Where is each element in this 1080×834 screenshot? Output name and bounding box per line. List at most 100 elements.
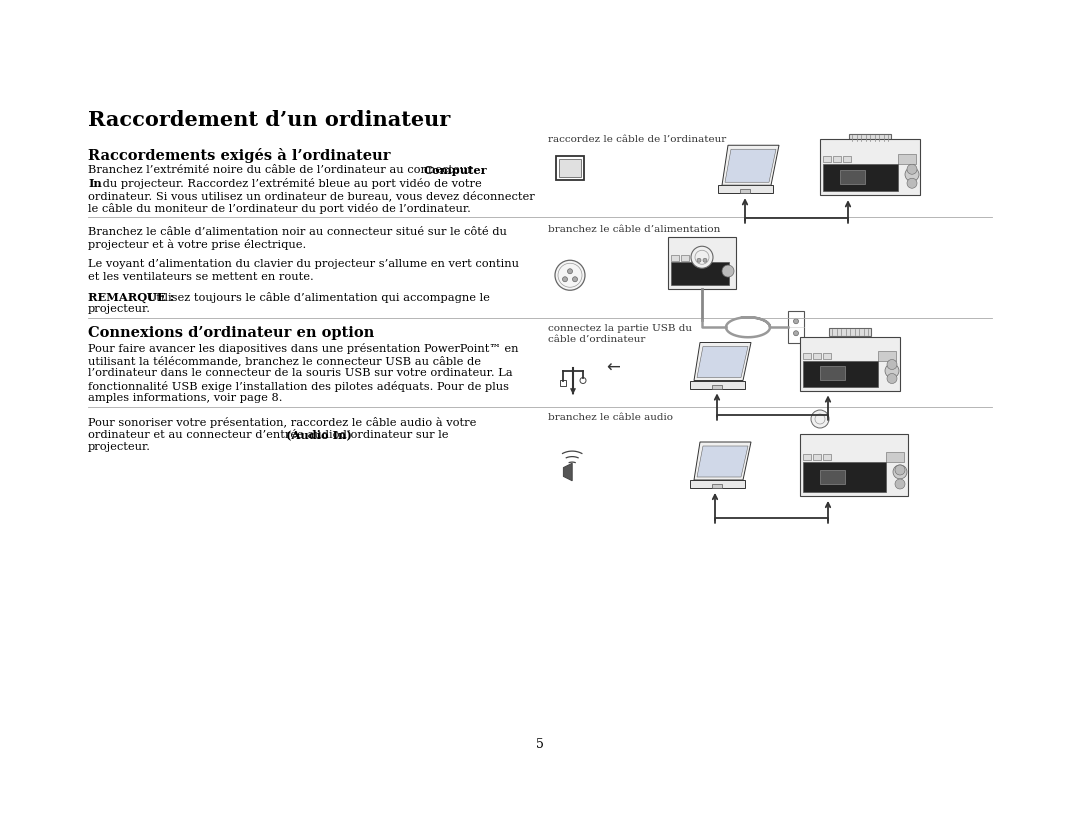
- Bar: [804, 462, 886, 492]
- Circle shape: [723, 265, 734, 277]
- Circle shape: [907, 164, 917, 174]
- Circle shape: [558, 264, 582, 287]
- Circle shape: [885, 364, 899, 378]
- Polygon shape: [723, 145, 779, 185]
- Bar: [671, 262, 729, 285]
- Text: amples informations, voir page 8.: amples informations, voir page 8.: [87, 393, 283, 403]
- Text: ←: ←: [606, 359, 620, 376]
- Circle shape: [887, 374, 897, 384]
- Bar: [559, 159, 581, 178]
- Text: connectez la partie USB du: connectez la partie USB du: [548, 324, 692, 333]
- Circle shape: [895, 465, 905, 475]
- Polygon shape: [697, 346, 748, 378]
- Polygon shape: [694, 442, 751, 480]
- Bar: [740, 189, 750, 193]
- Bar: [820, 139, 920, 195]
- Text: utilisant la télécommande, branchez le connecteur USB au câble de: utilisant la télécommande, branchez le c…: [87, 355, 481, 366]
- Bar: [829, 328, 870, 336]
- Circle shape: [794, 331, 798, 336]
- Bar: [823, 353, 831, 359]
- Bar: [813, 353, 821, 359]
- Bar: [788, 311, 804, 344]
- Text: ordinateur. Si vous utilisez un ordinateur de bureau, vous devez déconnecter: ordinateur. Si vous utilisez un ordinate…: [87, 190, 535, 201]
- Circle shape: [895, 479, 905, 489]
- Circle shape: [572, 277, 578, 282]
- Text: branchez le câble d’alimentation: branchez le câble d’alimentation: [548, 224, 720, 234]
- Text: et les ventilateurs se mettent en route.: et les ventilateurs se mettent en route.: [87, 272, 314, 282]
- Bar: [690, 480, 745, 488]
- Text: Utilisez toujours le câble d’alimentation qui accompagne le: Utilisez toujours le câble d’alimentatio…: [143, 292, 490, 303]
- Bar: [849, 134, 891, 142]
- Bar: [820, 365, 845, 379]
- Bar: [886, 452, 904, 462]
- Bar: [561, 379, 566, 385]
- Circle shape: [907, 178, 917, 188]
- Text: Branchez l’extrémité noire du câble de l’ordinateur au connecteur: Branchez l’extrémité noire du câble de l…: [87, 165, 476, 175]
- Text: REMARQUE :: REMARQUE :: [87, 292, 174, 303]
- Text: Computer: Computer: [424, 165, 488, 176]
- Circle shape: [563, 277, 567, 282]
- Bar: [813, 454, 821, 460]
- Circle shape: [580, 378, 586, 384]
- Bar: [804, 360, 878, 386]
- Circle shape: [893, 465, 907, 479]
- Circle shape: [555, 260, 585, 290]
- Circle shape: [567, 269, 572, 274]
- Text: Le voyant d’alimentation du clavier du projecteur s’allume en vert continu: Le voyant d’alimentation du clavier du p…: [87, 259, 519, 269]
- Bar: [843, 157, 851, 163]
- Bar: [669, 237, 735, 289]
- Text: raccordez le câble de l’ordinateur: raccordez le câble de l’ordinateur: [548, 135, 726, 144]
- Bar: [690, 380, 745, 389]
- Polygon shape: [694, 343, 751, 380]
- Bar: [718, 185, 773, 193]
- Circle shape: [697, 259, 701, 262]
- Bar: [691, 254, 699, 261]
- Text: du projecteur. Raccordez l’extrémité bleue au port vidéo de votre: du projecteur. Raccordez l’extrémité ble…: [99, 178, 482, 188]
- Text: Connexions d’ordinateur en option: Connexions d’ordinateur en option: [87, 326, 375, 340]
- Bar: [800, 336, 900, 390]
- Text: projecteur.: projecteur.: [87, 304, 151, 314]
- Bar: [878, 351, 896, 361]
- Text: ordinateur et au connecteur d’entrée audio: ordinateur et au connecteur d’entrée aud…: [87, 430, 343, 440]
- Text: Raccordements exigés à l’ordinateur: Raccordements exigés à l’ordinateur: [87, 148, 391, 163]
- Text: (Audio In): (Audio In): [286, 430, 352, 440]
- Circle shape: [887, 359, 897, 369]
- Bar: [804, 353, 811, 359]
- Text: Pour faire avancer les diapositives dans une présentation PowerPoint™ en: Pour faire avancer les diapositives dans…: [87, 343, 518, 354]
- Bar: [804, 454, 811, 460]
- Polygon shape: [564, 463, 572, 480]
- Bar: [897, 154, 916, 164]
- Bar: [712, 484, 723, 488]
- Bar: [800, 434, 908, 496]
- Text: l’ordinateur dans le connecteur de la souris USB sur votre ordinateur. La: l’ordinateur dans le connecteur de la so…: [87, 368, 513, 378]
- Bar: [712, 384, 723, 389]
- Polygon shape: [725, 149, 777, 183]
- Bar: [833, 157, 841, 163]
- Circle shape: [696, 250, 708, 264]
- Text: 5: 5: [536, 738, 544, 751]
- Circle shape: [811, 410, 829, 428]
- Text: le câble du moniteur de l’ordinateur du port vidéo de l’ordinateur.: le câble du moniteur de l’ordinateur du …: [87, 203, 471, 214]
- Text: projecteur et à votre prise électrique.: projecteur et à votre prise électrique.: [87, 239, 307, 250]
- Text: fonctionnalité USB exige l’installation des pilotes adéquats. Pour de plus: fonctionnalité USB exige l’installation …: [87, 380, 509, 391]
- Bar: [823, 164, 897, 191]
- Text: Branchez le câble d’alimentation noir au connecteur situé sur le côté du: Branchez le câble d’alimentation noir au…: [87, 227, 507, 237]
- Circle shape: [815, 414, 825, 424]
- Text: branchez le câble audio: branchez le câble audio: [548, 413, 673, 422]
- Bar: [823, 454, 831, 460]
- Circle shape: [794, 319, 798, 324]
- Polygon shape: [697, 446, 748, 477]
- Bar: [840, 170, 865, 184]
- Bar: [823, 157, 831, 163]
- Circle shape: [905, 168, 919, 182]
- Text: Pour sonoriser votre présentation, raccordez le câble audio à votre: Pour sonoriser votre présentation, racco…: [87, 417, 476, 428]
- Text: In: In: [87, 178, 102, 188]
- Text: projecteur.: projecteur.: [87, 442, 151, 452]
- Text: câble d’ordinateur: câble d’ordinateur: [548, 335, 646, 344]
- Text: d’ordinateur sur le: d’ordinateur sur le: [336, 430, 448, 440]
- Text: Raccordement d’un ordinateur: Raccordement d’un ordinateur: [87, 110, 450, 130]
- Bar: [671, 254, 679, 261]
- Bar: [681, 254, 689, 261]
- Circle shape: [703, 259, 707, 262]
- Bar: [820, 470, 845, 484]
